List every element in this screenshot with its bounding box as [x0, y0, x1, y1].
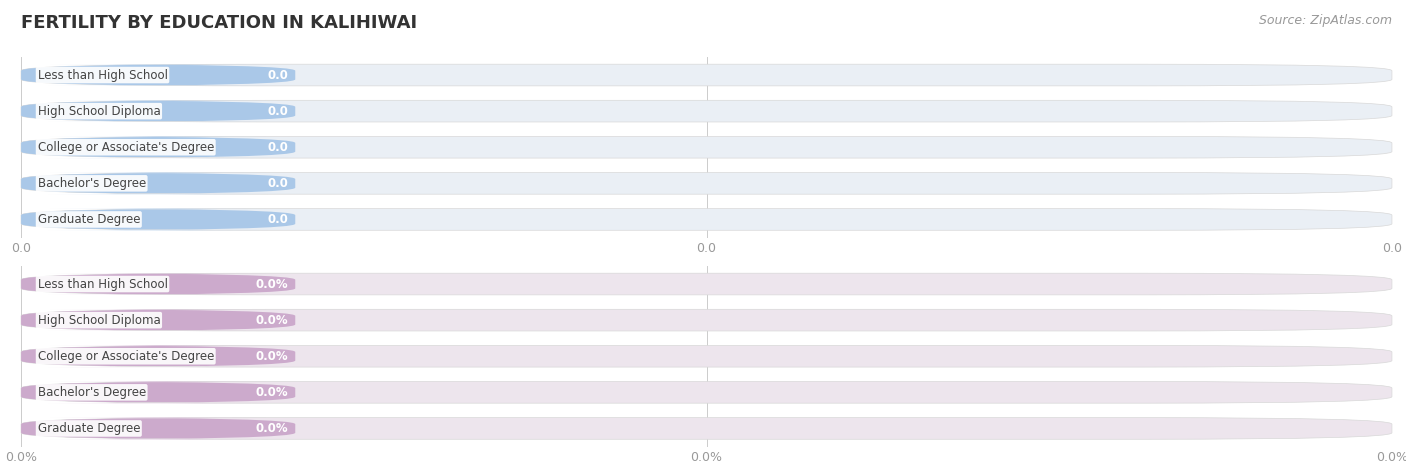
FancyBboxPatch shape: [21, 309, 295, 331]
Text: Bachelor's Degree: Bachelor's Degree: [38, 386, 146, 399]
Text: 0.0: 0.0: [267, 213, 288, 226]
FancyBboxPatch shape: [21, 381, 295, 403]
FancyBboxPatch shape: [21, 418, 295, 439]
FancyBboxPatch shape: [21, 209, 295, 230]
Text: Source: ZipAtlas.com: Source: ZipAtlas.com: [1258, 14, 1392, 27]
FancyBboxPatch shape: [21, 209, 1392, 230]
FancyBboxPatch shape: [21, 273, 295, 295]
Text: 0.0%: 0.0%: [256, 314, 288, 327]
Text: College or Associate's Degree: College or Associate's Degree: [38, 141, 214, 154]
Text: College or Associate's Degree: College or Associate's Degree: [38, 350, 214, 363]
FancyBboxPatch shape: [21, 136, 1392, 158]
FancyBboxPatch shape: [21, 273, 1392, 295]
Text: High School Diploma: High School Diploma: [38, 314, 160, 327]
Text: 0.0: 0.0: [267, 177, 288, 190]
FancyBboxPatch shape: [21, 136, 295, 158]
FancyBboxPatch shape: [21, 64, 295, 86]
FancyBboxPatch shape: [21, 309, 1392, 331]
FancyBboxPatch shape: [21, 172, 1392, 194]
Text: Bachelor's Degree: Bachelor's Degree: [38, 177, 146, 190]
Text: 0.0%: 0.0%: [256, 277, 288, 291]
Text: FERTILITY BY EDUCATION IN KALIHIWAI: FERTILITY BY EDUCATION IN KALIHIWAI: [21, 14, 418, 32]
Text: High School Diploma: High School Diploma: [38, 104, 160, 118]
FancyBboxPatch shape: [21, 100, 295, 122]
Text: Less than High School: Less than High School: [38, 68, 167, 82]
FancyBboxPatch shape: [21, 381, 1392, 403]
FancyBboxPatch shape: [21, 345, 1392, 367]
Text: Less than High School: Less than High School: [38, 277, 167, 291]
Text: 0.0: 0.0: [267, 104, 288, 118]
Text: Graduate Degree: Graduate Degree: [38, 213, 141, 226]
Text: 0.0: 0.0: [267, 141, 288, 154]
Text: 0.0%: 0.0%: [256, 422, 288, 435]
FancyBboxPatch shape: [21, 345, 295, 367]
FancyBboxPatch shape: [21, 100, 1392, 122]
FancyBboxPatch shape: [21, 64, 1392, 86]
FancyBboxPatch shape: [21, 172, 295, 194]
Text: 0.0%: 0.0%: [256, 350, 288, 363]
FancyBboxPatch shape: [21, 418, 1392, 439]
Text: 0.0: 0.0: [267, 68, 288, 82]
Text: 0.0%: 0.0%: [256, 386, 288, 399]
Text: Graduate Degree: Graduate Degree: [38, 422, 141, 435]
